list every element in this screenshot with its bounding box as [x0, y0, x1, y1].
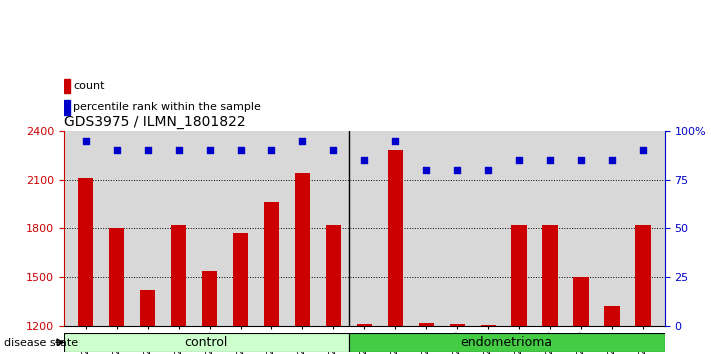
Bar	[78, 178, 93, 326]
Text: percentile rank within the sample: percentile rank within the sample	[73, 102, 261, 113]
Point	[638, 148, 649, 153]
Text: endometrioma: endometrioma	[461, 336, 552, 349]
Point	[111, 148, 122, 153]
Bar	[109, 228, 124, 326]
Point	[451, 167, 463, 173]
Point	[328, 148, 339, 153]
Bar	[64, 100, 70, 115]
Bar	[294, 173, 310, 326]
Bar	[264, 202, 279, 326]
Point	[483, 167, 494, 173]
Bar	[542, 225, 558, 326]
Bar	[64, 333, 348, 352]
Text: count: count	[73, 81, 105, 91]
Bar	[511, 225, 527, 326]
Point	[390, 138, 401, 144]
Point	[545, 157, 556, 163]
Point	[204, 148, 215, 153]
Point	[80, 138, 91, 144]
Bar	[202, 270, 218, 326]
Point	[359, 157, 370, 163]
Bar	[64, 79, 70, 93]
Point	[513, 157, 525, 163]
Bar	[604, 306, 620, 326]
Text: GDS3975 / ILMN_1801822: GDS3975 / ILMN_1801822	[64, 115, 245, 129]
Point	[173, 148, 184, 153]
Bar	[171, 225, 186, 326]
Point	[575, 157, 587, 163]
Point	[606, 157, 618, 163]
Bar	[357, 324, 372, 326]
Bar	[326, 225, 341, 326]
Bar	[140, 290, 155, 326]
Bar	[636, 225, 651, 326]
Text: control: control	[185, 336, 228, 349]
Point	[296, 138, 308, 144]
Point	[421, 167, 432, 173]
Bar	[348, 333, 665, 352]
Point	[266, 148, 277, 153]
Bar	[574, 277, 589, 326]
Bar	[481, 325, 496, 326]
Bar	[449, 324, 465, 326]
Bar	[419, 323, 434, 326]
Text: disease state: disease state	[4, 338, 77, 348]
Point	[235, 148, 246, 153]
Bar	[232, 233, 248, 326]
Point	[142, 148, 154, 153]
Bar	[387, 150, 403, 326]
